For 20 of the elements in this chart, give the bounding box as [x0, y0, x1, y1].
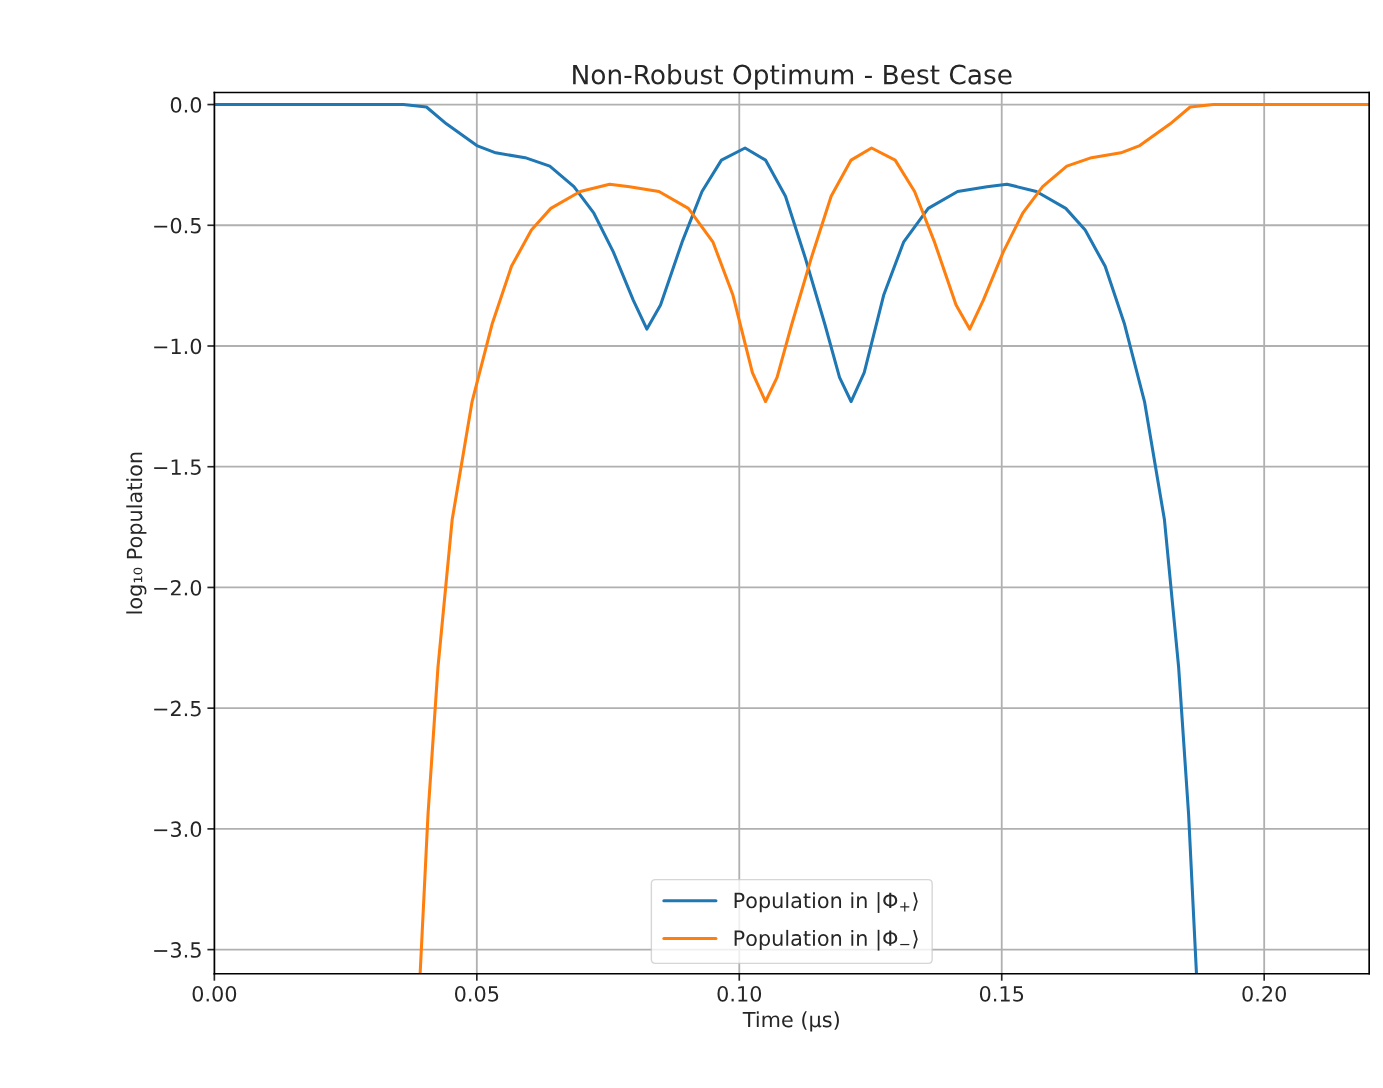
y-tick-label: −2.5: [154, 700, 201, 717]
y-tick-label: −1.0: [154, 338, 202, 355]
x-tick-label: 0.05: [455, 985, 499, 1002]
chart-title: Non-Robust Optimum - Best Case: [573, 64, 1012, 90]
x-tick-label: 0.10: [717, 985, 762, 1002]
y-tick-label: −3.5: [154, 942, 201, 958]
x-tick-label: 0.15: [979, 985, 1024, 1002]
y-tick-label: −0.5: [154, 217, 201, 234]
line-series: [214, 103, 1198, 974]
y-tick-label: −3.0: [154, 821, 202, 838]
line-series: [418, 103, 1370, 974]
y-tick-label: −2.0: [154, 579, 202, 596]
y-tick-label: 0.0: [170, 97, 202, 113]
x-tick-label: 0.20: [1242, 985, 1286, 1002]
legend-label: Population in |Φ$_{−}$⟩: [734, 929, 918, 951]
x-axis-title: Time (μs): [742, 1011, 839, 1032]
y-tick-label: −1.5: [154, 459, 201, 475]
x-tick-label: 0.00: [192, 985, 237, 1002]
y-axis-title: log₁₀ Population: [126, 452, 147, 614]
legend-label: Population in |Φ$_{+}$⟩: [734, 892, 918, 913]
